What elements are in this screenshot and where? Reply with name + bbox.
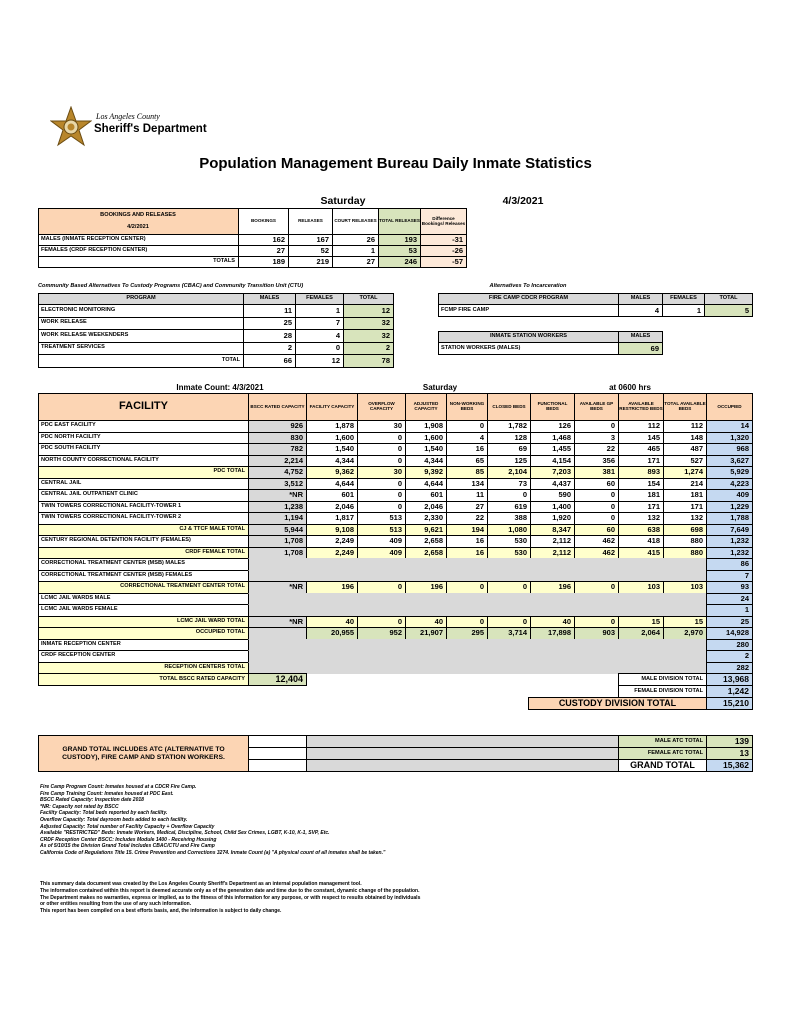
column-header: NON-WORKING BEDS (446, 393, 488, 421)
atc-total-value: 15,362 (706, 759, 753, 772)
value-cell: 69 (618, 342, 663, 355)
division-total-value: 15,210 (706, 697, 753, 710)
value-cell: 5,929 (706, 466, 753, 479)
value-cell: 32 (343, 329, 394, 343)
bscc-total-label: TOTAL BSCC RATED CAPACITY (38, 673, 249, 686)
value-cell: 25 (243, 316, 296, 330)
column-header: TOTAL AVAILABLE BEDS (663, 393, 707, 421)
column-header: FACILITY CAPACITY (306, 393, 358, 421)
note-line: BSCC Rated Capacity: Inspection date 201… (40, 797, 144, 804)
note-line: Fire Camp Training Count: Inmates housed… (40, 790, 174, 797)
value-cell: 0 (295, 341, 344, 355)
value-cell: 27 (332, 256, 379, 268)
column-header: OVERFLOW CAPACITY (357, 393, 406, 421)
value-cell: 2 (343, 341, 394, 355)
count-date: Inmate Count: 4/3/2021 (176, 383, 264, 392)
disclaimer-line: The information contained within this re… (40, 887, 420, 894)
value-cell: 4 (618, 304, 663, 317)
note-line: Facility Capacity: Total beds reported b… (40, 810, 168, 817)
row-label: WORK RELEASE (38, 316, 244, 330)
value-cell: 78 (343, 354, 394, 368)
logo-star (50, 106, 92, 147)
grand-total-note: GRAND TOTAL INCLUDES ATC (ALTERNATIVE TO… (38, 735, 249, 772)
column-header: CLOSED BEDS (487, 393, 531, 421)
column-header: RELEASES (288, 208, 333, 235)
row-label: TOTALS (38, 256, 239, 268)
org-line1: Los Angeles County (96, 112, 160, 121)
note-line: Available "RESTRICTED" Beds: Inmate Work… (40, 830, 330, 837)
value-cell: 12 (295, 354, 344, 368)
blank-cell (248, 759, 307, 772)
value-cell: 246 (378, 256, 421, 268)
row-label: TREATMENT SERVICES (38, 341, 244, 355)
column-header: BSCC RATED CAPACITY (248, 393, 307, 421)
value-cell: 2 (243, 341, 296, 355)
row-label: TOTAL (38, 354, 244, 368)
bscc-total-value: 12,404 (248, 673, 307, 686)
value-cell: 189 (238, 256, 289, 268)
value-cell: -57 (420, 256, 467, 268)
count-day: Saturday (422, 383, 458, 392)
column-header: AVAILABLE RESTRICTED BEDS (618, 393, 664, 421)
bookings-day: Saturday (320, 195, 366, 207)
org-line2: Sheriff's Department (94, 123, 207, 135)
atc-total-label: GRAND TOTAL (618, 759, 707, 772)
bookings-date: 4/3/2021 (502, 195, 544, 207)
column-header: COURT RELEASES (332, 208, 379, 235)
row-label: WORK RELEASE WEEKENDERS (38, 329, 244, 343)
value-cell: 5 (704, 304, 753, 317)
bookings-header-date: 4/2/2021 (127, 224, 149, 230)
row-label: STATION WORKERS (MALES) (438, 342, 619, 355)
row-label: FCMP FIRE CAMP (438, 304, 619, 317)
ctu-title: Community Based Alternatives To Custody … (38, 283, 304, 289)
value-cell: 66 (243, 354, 296, 368)
note-line: Overflow Capacity: Total dayroom beds ad… (40, 817, 188, 823)
value-cell: 1 (295, 304, 344, 318)
empty-area (306, 759, 619, 772)
note-line: Fire Camp Program Count: Inmates housed … (40, 784, 197, 790)
note-line: As of 5/10/15 the Division Grand Total I… (40, 843, 215, 850)
value-cell: 11 (243, 304, 296, 318)
column-header: Difference Bookings/ Releases (420, 208, 467, 235)
value-cell: 1 (662, 304, 705, 317)
column-header: BOOKINGS (238, 208, 289, 235)
column-header: AVAILABLE GP BEDS (574, 393, 619, 421)
value-cell: 32 (343, 316, 394, 330)
disclaimer-line: This summary data document was created b… (40, 881, 362, 887)
ati-title: Alternatives To Incarceration (489, 283, 567, 289)
note-line: California Code of Regulations Title 15.… (40, 850, 386, 856)
bookings-header-title: BOOKINGS AND RELEASES (100, 212, 176, 218)
division-total-label: CUSTODY DIVISION TOTAL (528, 697, 707, 710)
disclaimer-line: or other entities resulting from the use… (40, 901, 192, 908)
value-cell: 7 (295, 316, 344, 330)
header-cell (38, 208, 239, 235)
column-header: ADJUSTED CAPACITY (405, 393, 447, 421)
note-line: Adjusted Capacity: Total number of Facil… (40, 823, 215, 830)
column-header: TOTAL RELEASES (378, 208, 421, 235)
occupied-cell: 86 (706, 558, 753, 571)
value-cell: 4 (295, 329, 344, 343)
disclaimer-line: This report has been compiled on a best … (40, 908, 282, 915)
value-cell: 1,320 (706, 431, 753, 444)
count-time: at 0600 hrs (609, 383, 651, 392)
page-title: Population Management Bureau Daily Inmat… (199, 155, 592, 172)
note-line: CRDF Reception Center BSCC: Includes Mod… (40, 836, 217, 843)
column-header: FACILITY (38, 393, 249, 421)
row-label: ELECTRONIC MONITORING (38, 304, 244, 318)
column-header: FUNCTIONAL BEDS (530, 393, 575, 421)
value-cell: 12 (343, 304, 394, 318)
disclaimer-line: The Department makes no warranties, expr… (40, 894, 421, 901)
column-header: OCCUPIED (706, 393, 753, 421)
note-line: *NR: Capacity not rated by BSCC (40, 803, 119, 810)
value-cell: 28 (243, 329, 296, 343)
value-cell: 219 (288, 256, 333, 268)
